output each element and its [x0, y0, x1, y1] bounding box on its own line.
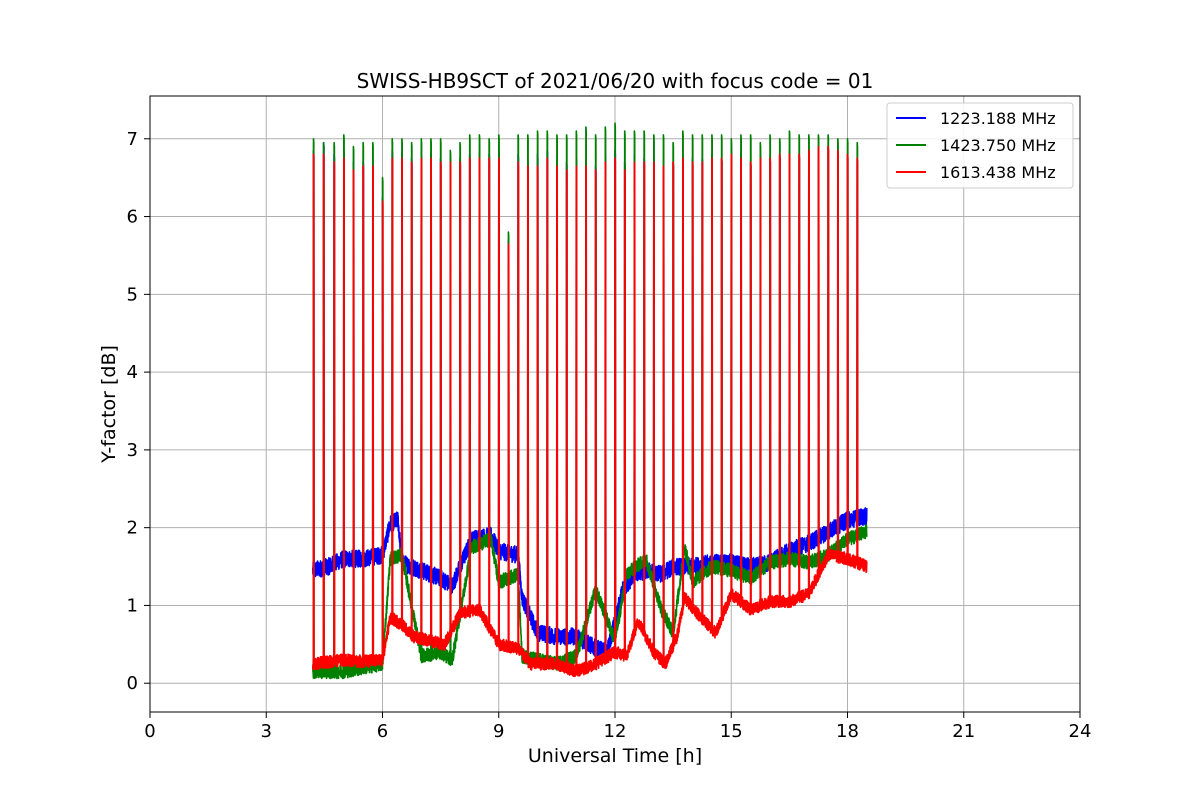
x-tick-label: 3: [261, 721, 272, 742]
chart-title: SWISS-HB9SCT of 2021/06/20 with focus co…: [357, 69, 874, 93]
x-tick-label: 0: [144, 721, 155, 742]
legend-label-1423: 1423.750 MHz: [940, 136, 1056, 155]
x-axis-label: Universal Time [h]: [528, 745, 702, 767]
x-tick-label: 12: [604, 721, 627, 742]
y-tick-label: 0: [127, 673, 138, 694]
x-tick-label: 18: [836, 721, 859, 742]
y-tick-label: 5: [127, 284, 138, 305]
series-line-1613.438: [312, 145, 868, 677]
legend-box: [886, 102, 1074, 189]
x-tick-label: 6: [377, 721, 388, 742]
x-tick-label: 21: [952, 721, 975, 742]
y-tick-label: 7: [127, 129, 138, 150]
x-tick-label: 24: [1069, 721, 1092, 742]
y-tick-label: 1: [127, 595, 138, 616]
y-tick-label: 6: [127, 207, 138, 228]
y-tick-label: 4: [127, 362, 138, 383]
series-group: [312, 122, 868, 680]
y-tick-label: 3: [127, 440, 138, 461]
legend-label-1613: 1613.438 MHz: [940, 163, 1056, 182]
series-line-1423.750: [312, 122, 868, 680]
y-tick-label: 2: [127, 518, 138, 539]
legend: 1223.188 MHz 1423.750 MHz 1613.438 MHz: [886, 102, 1074, 189]
x-tick-label: 15: [720, 721, 743, 742]
legend-label-1223: 1223.188 MHz: [940, 109, 1056, 128]
y-axis-label: Y-factor [dB]: [98, 345, 120, 464]
x-tick-label: 9: [493, 721, 504, 742]
